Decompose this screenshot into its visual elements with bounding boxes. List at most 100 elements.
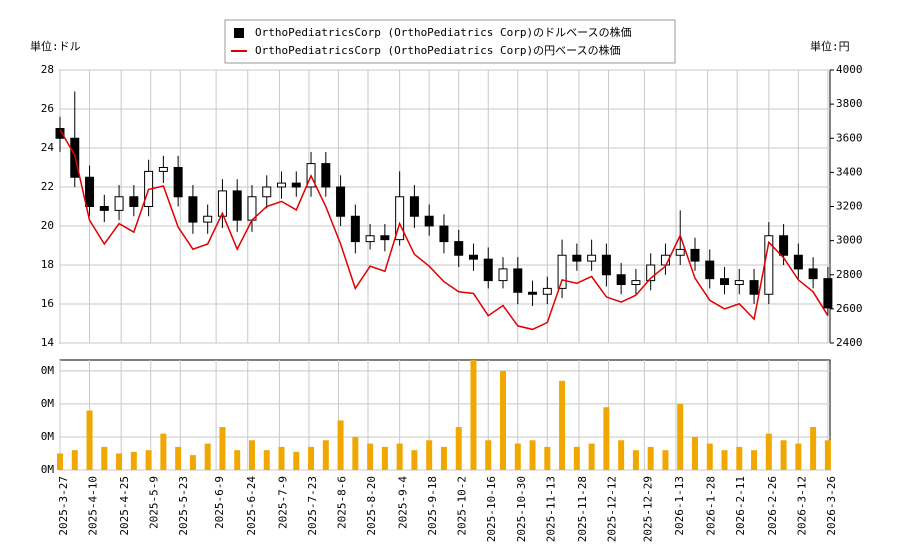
y2-tick-label: 4000 [836,63,863,76]
volume-bar [603,407,610,470]
volume-bar [795,443,802,470]
candle-body [616,274,626,285]
volume-bar [248,440,255,470]
x-tick-label: 2025-11-28 [576,476,589,542]
legend-swatch [234,28,244,38]
candle-body [336,186,346,217]
volume-bar [263,450,270,470]
candle-body [321,163,331,188]
volume-bar [662,450,669,470]
x-tick-label: 2026-2-26 [766,476,779,536]
price-frame [59,69,831,344]
x-tick-label: 2026-1-28 [705,476,718,536]
x-tick-label: 2025-7-23 [306,476,319,536]
volume-bar [57,453,63,470]
volume-bar [293,451,300,470]
candle-body [720,278,730,285]
candle-body [631,280,641,286]
volume-bar [632,450,639,470]
volume-bar [500,370,507,470]
candle-body [99,206,109,211]
candle-body [483,258,493,282]
y2-tick-label: 2400 [836,336,863,349]
volume-bar [322,440,329,470]
x-tick-label: 2025-6-24 [245,476,258,536]
volume-bar [677,403,684,470]
y-tick-label: 20 [41,219,54,232]
x-tick-label: 2025-11-13 [544,476,557,542]
candle-body [572,254,582,262]
volume-bar [337,420,344,470]
volume-bar [647,446,654,470]
x-tick-label: 2025-5-9 [148,476,161,529]
x-tick-label: 2025-12-29 [641,476,654,542]
y2-tick-label: 3200 [836,200,863,213]
candle-body [454,241,464,256]
candle-body [188,196,198,223]
volume-bar [234,450,241,470]
candle-body [793,254,803,270]
candle-body [808,268,818,280]
volume-bar [381,446,388,470]
candle-body [734,280,744,286]
candle-body [528,291,538,295]
candle-body [395,196,405,241]
volume-bar [514,443,521,470]
x-tick-label: 2026-1-13 [673,476,686,536]
volume-bar [71,450,78,470]
x-tick-label: 2025-7-9 [276,476,289,529]
candle-body [779,235,789,256]
x-tick-label: 2026-2-11 [734,476,747,536]
y-tick-label: 24 [41,141,55,154]
candle-body [468,254,478,260]
candle-body [203,215,213,223]
y2-tick-label: 3000 [836,234,863,247]
volume-bar [175,446,182,470]
candle-body [498,268,508,282]
legend-label: OrthoPediatricsCorp (OrthoPediatrics Cor… [255,43,621,57]
y-tick-label: 16 [41,297,54,310]
y-tick-label: 0M [41,397,55,410]
candle-body [380,235,390,241]
candle-body [542,287,552,295]
y-tick-label: 22 [41,180,54,193]
volume-bar [559,380,566,470]
candle-body [690,248,700,262]
candle-body [675,248,685,256]
volume-bar [396,443,403,470]
candle-body [409,196,419,217]
y-tick-label: 0M [41,430,55,443]
x-tick-label: 2025-12-12 [605,476,618,542]
x-tick-label: 2025-9-4 [397,476,410,529]
volume-bar [116,453,123,470]
volume-bar [810,427,817,470]
price-line [59,129,829,331]
volume-bar [780,440,787,470]
volume-bar [618,440,625,470]
candle-body [587,254,597,262]
volume-bar [588,443,595,470]
volume-bar [101,446,108,470]
y2-tick-label: 2600 [836,302,863,315]
y-tick-label: 26 [41,102,54,115]
x-tick-label: 2025-4-25 [118,476,131,536]
candle-body [232,190,242,221]
y2-tick-label: 2800 [836,268,863,281]
candle-body [513,268,523,293]
x-tick-label: 2025-9-18 [426,476,439,536]
candle-body [646,264,656,282]
candle-body [557,254,567,289]
x-tick-label: 2025-3-27 [57,476,70,536]
volume-bar [411,450,418,470]
volume-bar [736,446,743,470]
x-tick-label: 2025-10-16 [485,476,498,542]
candle-body [705,260,715,280]
y-unit-label: 単位:ドル [30,39,81,53]
volume-bar [204,443,211,470]
volume-bar [86,410,93,470]
candle-body [262,186,272,198]
volume-bar [573,446,580,470]
candle-body [114,196,124,211]
legend-box [224,19,676,64]
